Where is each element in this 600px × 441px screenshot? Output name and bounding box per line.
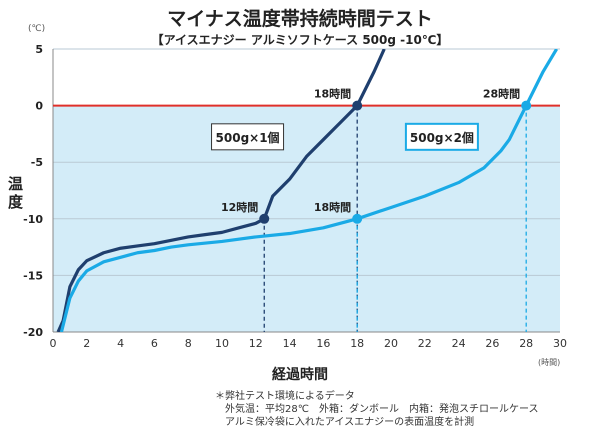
chart-title: マイナス温度帯持続時間テスト xyxy=(167,8,433,30)
series-label-box xyxy=(404,122,479,151)
milestone-point xyxy=(259,213,270,224)
x-tick-label: 26 xyxy=(485,337,499,350)
x-tick-label: 20 xyxy=(384,337,398,350)
series-line-1 xyxy=(56,49,386,332)
x-axis-title: 経過時間 xyxy=(272,367,328,383)
y-unit: (℃) xyxy=(28,24,46,34)
x-tick-label: 18 xyxy=(350,337,364,350)
x-tick-label: 12 xyxy=(249,337,263,350)
note-line: 外気温：平均28℃ 外箱：ダンボール 内箱：発泡スチロールケース xyxy=(225,404,539,415)
milestone-label: 28時間 xyxy=(483,87,520,101)
y-tick-label: -5 xyxy=(31,156,43,169)
x-unit: (時間) xyxy=(538,358,561,367)
milestone-point xyxy=(521,100,532,111)
milestone-label: 18時間 xyxy=(314,87,351,101)
x-tick-label: 22 xyxy=(418,337,432,350)
footnotes: ＊弊社テスト環境によるデータ 外気温：平均28℃ 外箱：ダンボール 内箱：発泡ス… xyxy=(215,390,538,429)
x-tick-label: 28 xyxy=(519,337,533,350)
y-tick-label: -10 xyxy=(23,213,43,226)
x-tick-label: 16 xyxy=(316,337,330,350)
y-tick-label: 0 xyxy=(35,100,43,113)
series-label: 500g×2個 xyxy=(410,130,474,145)
x-tick-label: 4 xyxy=(117,337,124,350)
x-tick-label: 10 xyxy=(215,337,229,350)
series-label-box xyxy=(211,123,285,151)
milestone-point xyxy=(352,213,363,224)
note-line: アルミ保冷袋に入れたアイスエナジーの表面温度を計測 xyxy=(225,417,475,428)
note-line: ＊弊社テスト環境によるデータ xyxy=(215,391,355,402)
milestone-label: 18時間 xyxy=(314,200,351,214)
series-line-2 xyxy=(59,49,558,332)
y-tick-label: 5 xyxy=(35,43,43,56)
y-axis-title: 温度 xyxy=(8,175,24,211)
x-tick-label: 8 xyxy=(185,337,192,350)
milestone-point xyxy=(352,100,363,111)
x-tick-label: 6 xyxy=(151,337,158,350)
x-tick-label: 0 xyxy=(50,337,57,350)
chart-subtitle: 【アイスエナジー アルミソフトケース 500g -10℃】 xyxy=(151,33,449,47)
milestone-label: 12時間 xyxy=(221,200,258,214)
y-tick-label: -15 xyxy=(23,269,43,282)
x-tick-label: 30 xyxy=(553,337,567,350)
series-label: 500g×1個 xyxy=(216,130,280,145)
x-tick-label: 2 xyxy=(83,337,90,350)
x-tick-label: 24 xyxy=(452,337,466,350)
y-tick-label: -20 xyxy=(23,326,43,339)
x-tick-label: 14 xyxy=(283,337,297,350)
